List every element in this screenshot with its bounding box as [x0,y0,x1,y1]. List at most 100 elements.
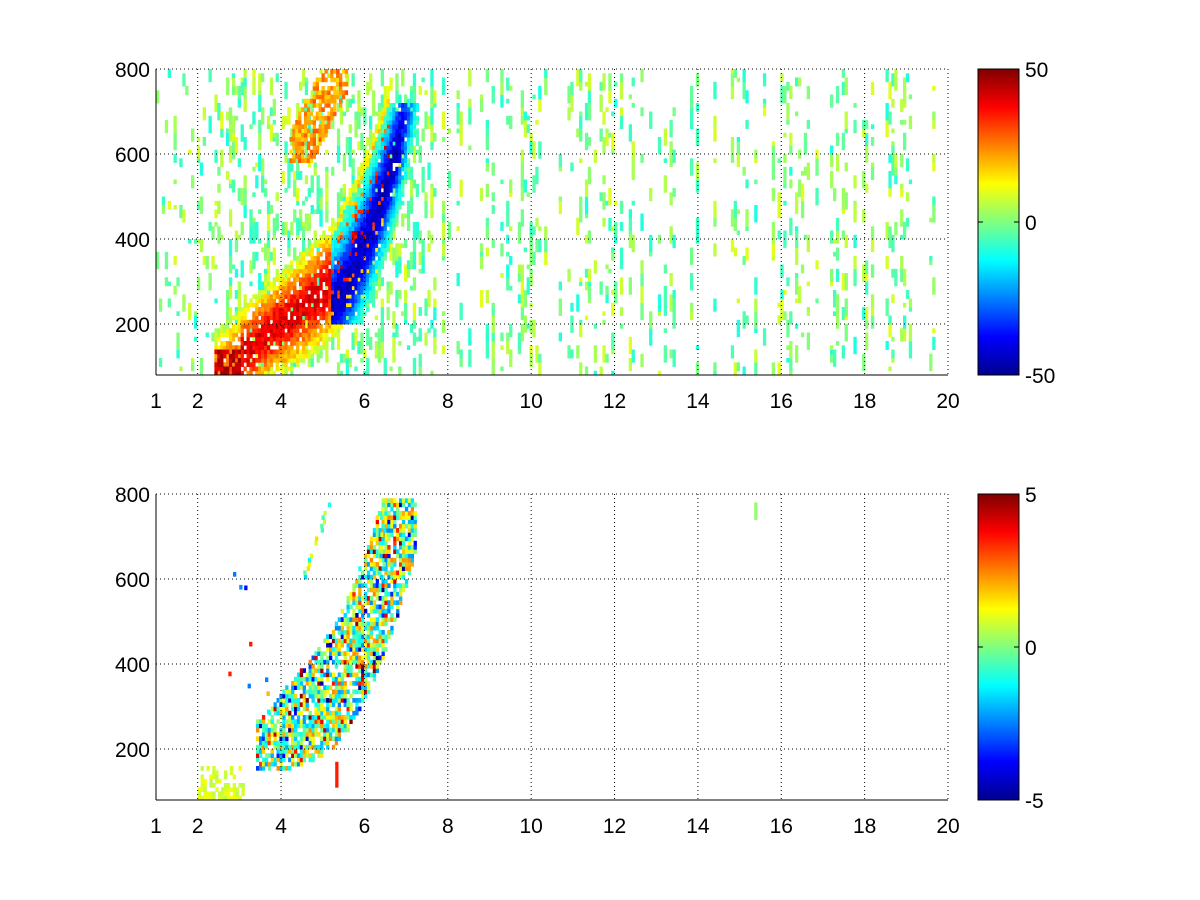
heatmap-cell [371,277,376,282]
heatmap-cell [290,345,294,350]
heatmap-cell [640,213,644,231]
heatmap-cell [336,311,341,316]
heatmap-cell [381,600,385,605]
heatmap-cell [290,336,294,342]
heatmap-cell [226,791,231,797]
heatmap-cell [269,362,274,367]
heatmap-cell [398,158,402,163]
heatmap-cell [905,73,910,83]
heatmap-cell [302,732,306,737]
heatmap-cell [366,689,371,695]
heatmap-cell [346,668,350,673]
heatmap-cell [288,698,292,703]
heatmap-cell [311,698,315,703]
heatmap-cell [339,311,344,316]
heatmap-cell [313,302,317,308]
heatmap-cell [631,349,635,363]
heatmap-cell [327,98,331,104]
heatmap-cell [296,103,300,108]
heatmap-cell [246,341,250,346]
heatmap-cell [331,298,335,304]
heatmap-cell [371,264,376,270]
heatmap-cell [215,787,219,792]
heatmap-cell [324,103,328,108]
heatmap-cell [311,668,315,673]
heatmap-cell [284,141,288,155]
heatmap-cell [351,217,355,223]
heatmap-cell [797,285,802,304]
heatmap-cell [326,732,330,737]
heatmap-cell [343,617,347,622]
heatmap-cell [351,285,355,291]
heatmap-cell [358,642,362,648]
heatmap-cell [386,285,390,291]
heatmap-cell [500,366,504,372]
heatmap-cell [348,243,352,248]
heatmap-cell [404,583,409,588]
heatmap-cell [529,268,533,274]
heatmap-cell [293,171,297,180]
heatmap-cell [252,358,256,363]
heatmap-cell [339,264,344,270]
heatmap-cell [605,200,609,206]
heatmap-cell [312,145,316,151]
heatmap-cell [343,659,347,665]
heatmap-cell [314,659,318,665]
heatmap-cell [290,302,294,308]
heatmap-cell [366,268,370,274]
heatmap-cell [783,166,787,185]
heatmap-cell [371,247,376,253]
heatmap-cell [287,324,291,329]
heatmap-cell [357,311,361,316]
heatmap-cell [500,179,504,185]
heatmap-cell [361,693,365,699]
heatmap-cell [800,332,805,338]
heatmap-cell [293,341,297,346]
heatmap-cell [334,676,339,682]
heatmap-cell [736,319,740,338]
heatmap-cell [360,273,364,278]
heatmap-cell [305,681,309,686]
heatmap-cell [410,523,414,529]
heatmap-cell [310,90,314,100]
heatmap-cell [348,213,352,219]
heatmap-cell [214,209,218,219]
heatmap-cell [259,766,263,771]
heatmap-cell [316,319,320,325]
heatmap-cell [383,209,387,214]
heatmap-cell [355,659,359,665]
heatmap-cell [217,328,221,333]
heatmap-cell [468,349,472,367]
heatmap-cell [340,689,344,695]
heatmap-cell [299,757,304,763]
heatmap-cell [803,234,808,240]
heatmap-cell [649,251,653,257]
heatmap-cell [282,732,286,737]
heatmap-cell [789,358,793,372]
heatmap-cell [783,290,787,295]
heatmap-cell [358,583,362,588]
heatmap-cell [200,766,204,771]
heatmap-cell [377,103,382,112]
heatmap-cell [348,268,352,274]
heatmap-cell [386,209,390,214]
heatmap-cell [243,98,247,112]
heatmap-cell [509,285,513,291]
heatmap-cell [237,86,241,100]
heatmap-cell [275,290,279,295]
heatmap-cell [323,685,327,690]
heatmap-cell [290,366,294,372]
heatmap-cell [733,69,737,78]
heatmap-cell [381,608,385,614]
heatmap-cell [299,260,303,265]
heatmap-cell [640,353,644,367]
heatmap-cell [266,298,271,304]
heatmap-cell [310,128,314,134]
heatmap-cell [328,256,332,261]
heatmap-cell [302,689,306,695]
heatmap-cell [330,73,334,78]
heatmap-cell [331,693,336,699]
heatmap-cell [354,188,358,193]
heatmap-cell [366,200,370,206]
heatmap-cell [270,753,274,758]
